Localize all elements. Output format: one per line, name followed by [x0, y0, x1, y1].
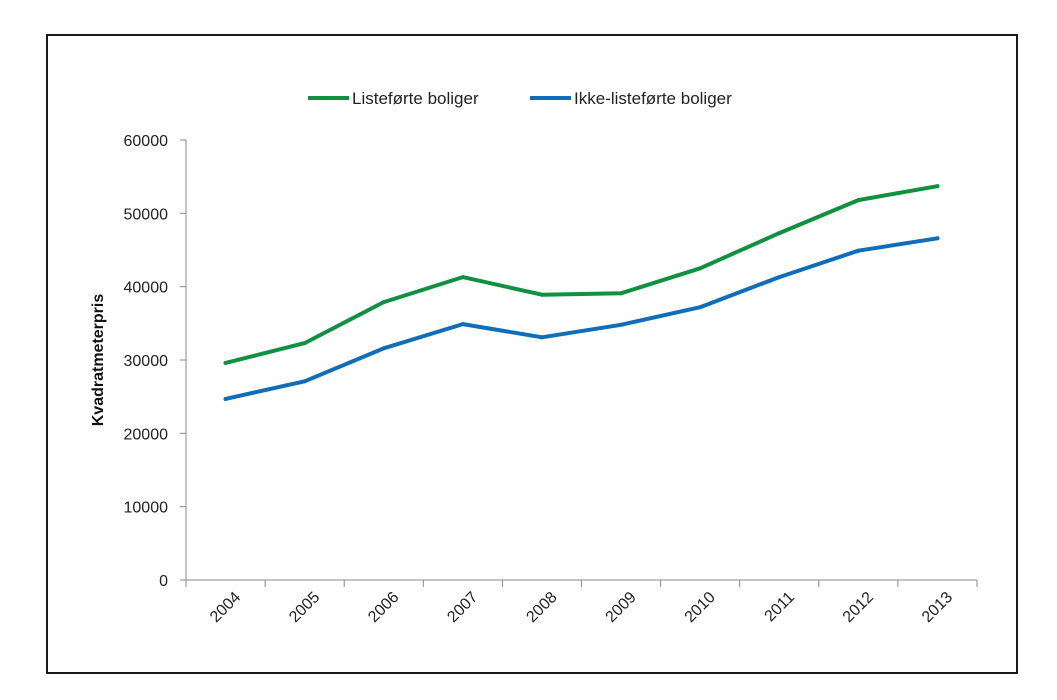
x-tick-label: 2013	[919, 589, 956, 626]
x-tick-label: 2010	[682, 589, 719, 626]
y-tick-label: 10000	[124, 500, 169, 517]
x-tick-label: 2012	[840, 589, 877, 626]
legend-label-ikke-listeforte: Ikke-listeførte boliger	[574, 89, 732, 108]
data-point	[619, 322, 624, 327]
series-layer	[223, 184, 940, 401]
y-tick-label: 30000	[124, 353, 169, 370]
y-tick-label: 0	[159, 573, 168, 590]
chart-frame	[46, 34, 1018, 674]
series-line-ikke-listeforte	[223, 236, 940, 401]
x-tick-label: 2011	[762, 589, 798, 625]
data-point	[223, 396, 228, 401]
data-point	[381, 346, 386, 351]
data-point	[935, 184, 940, 189]
x-tick-label: 2006	[365, 589, 402, 626]
y-axis-title: Kvadratmeterpris	[90, 294, 107, 427]
legend: Listeførte boliger Ikke-listeførte bolig…	[308, 89, 732, 108]
data-point	[856, 248, 861, 253]
data-point	[935, 236, 940, 241]
data-point	[698, 266, 703, 271]
y-tick-label: 40000	[124, 280, 169, 297]
y-tick-label: 50000	[124, 206, 169, 223]
x-tick-label: 2009	[603, 589, 640, 626]
data-point	[777, 231, 782, 236]
x-tick-label: 2008	[523, 589, 560, 626]
data-point	[539, 292, 544, 297]
x-tick-label: 2004	[207, 589, 244, 626]
data-point	[539, 335, 544, 340]
y-axis: 0 10000 20000 30000 40000 50000 60000	[124, 133, 187, 590]
data-point	[619, 291, 624, 296]
data-point	[777, 275, 782, 280]
data-point	[856, 198, 861, 203]
data-point	[460, 275, 465, 280]
y-tick-label: 20000	[124, 426, 169, 443]
data-point	[223, 360, 228, 365]
y-tick-label: 60000	[124, 133, 169, 150]
x-tick-label: 2007	[444, 589, 481, 626]
data-point	[381, 300, 386, 305]
legend-label-listeforte: Listeførte boliger	[352, 89, 479, 108]
x-tick-label: 2005	[286, 589, 323, 626]
data-point	[460, 322, 465, 327]
series-line-listeforte	[223, 184, 940, 365]
data-point	[698, 305, 703, 310]
data-point	[302, 341, 307, 346]
data-point	[302, 379, 307, 384]
x-axis: 2004 2005 2006 2007 2008 2009 2010 2011 2012 2013	[180, 579, 978, 626]
